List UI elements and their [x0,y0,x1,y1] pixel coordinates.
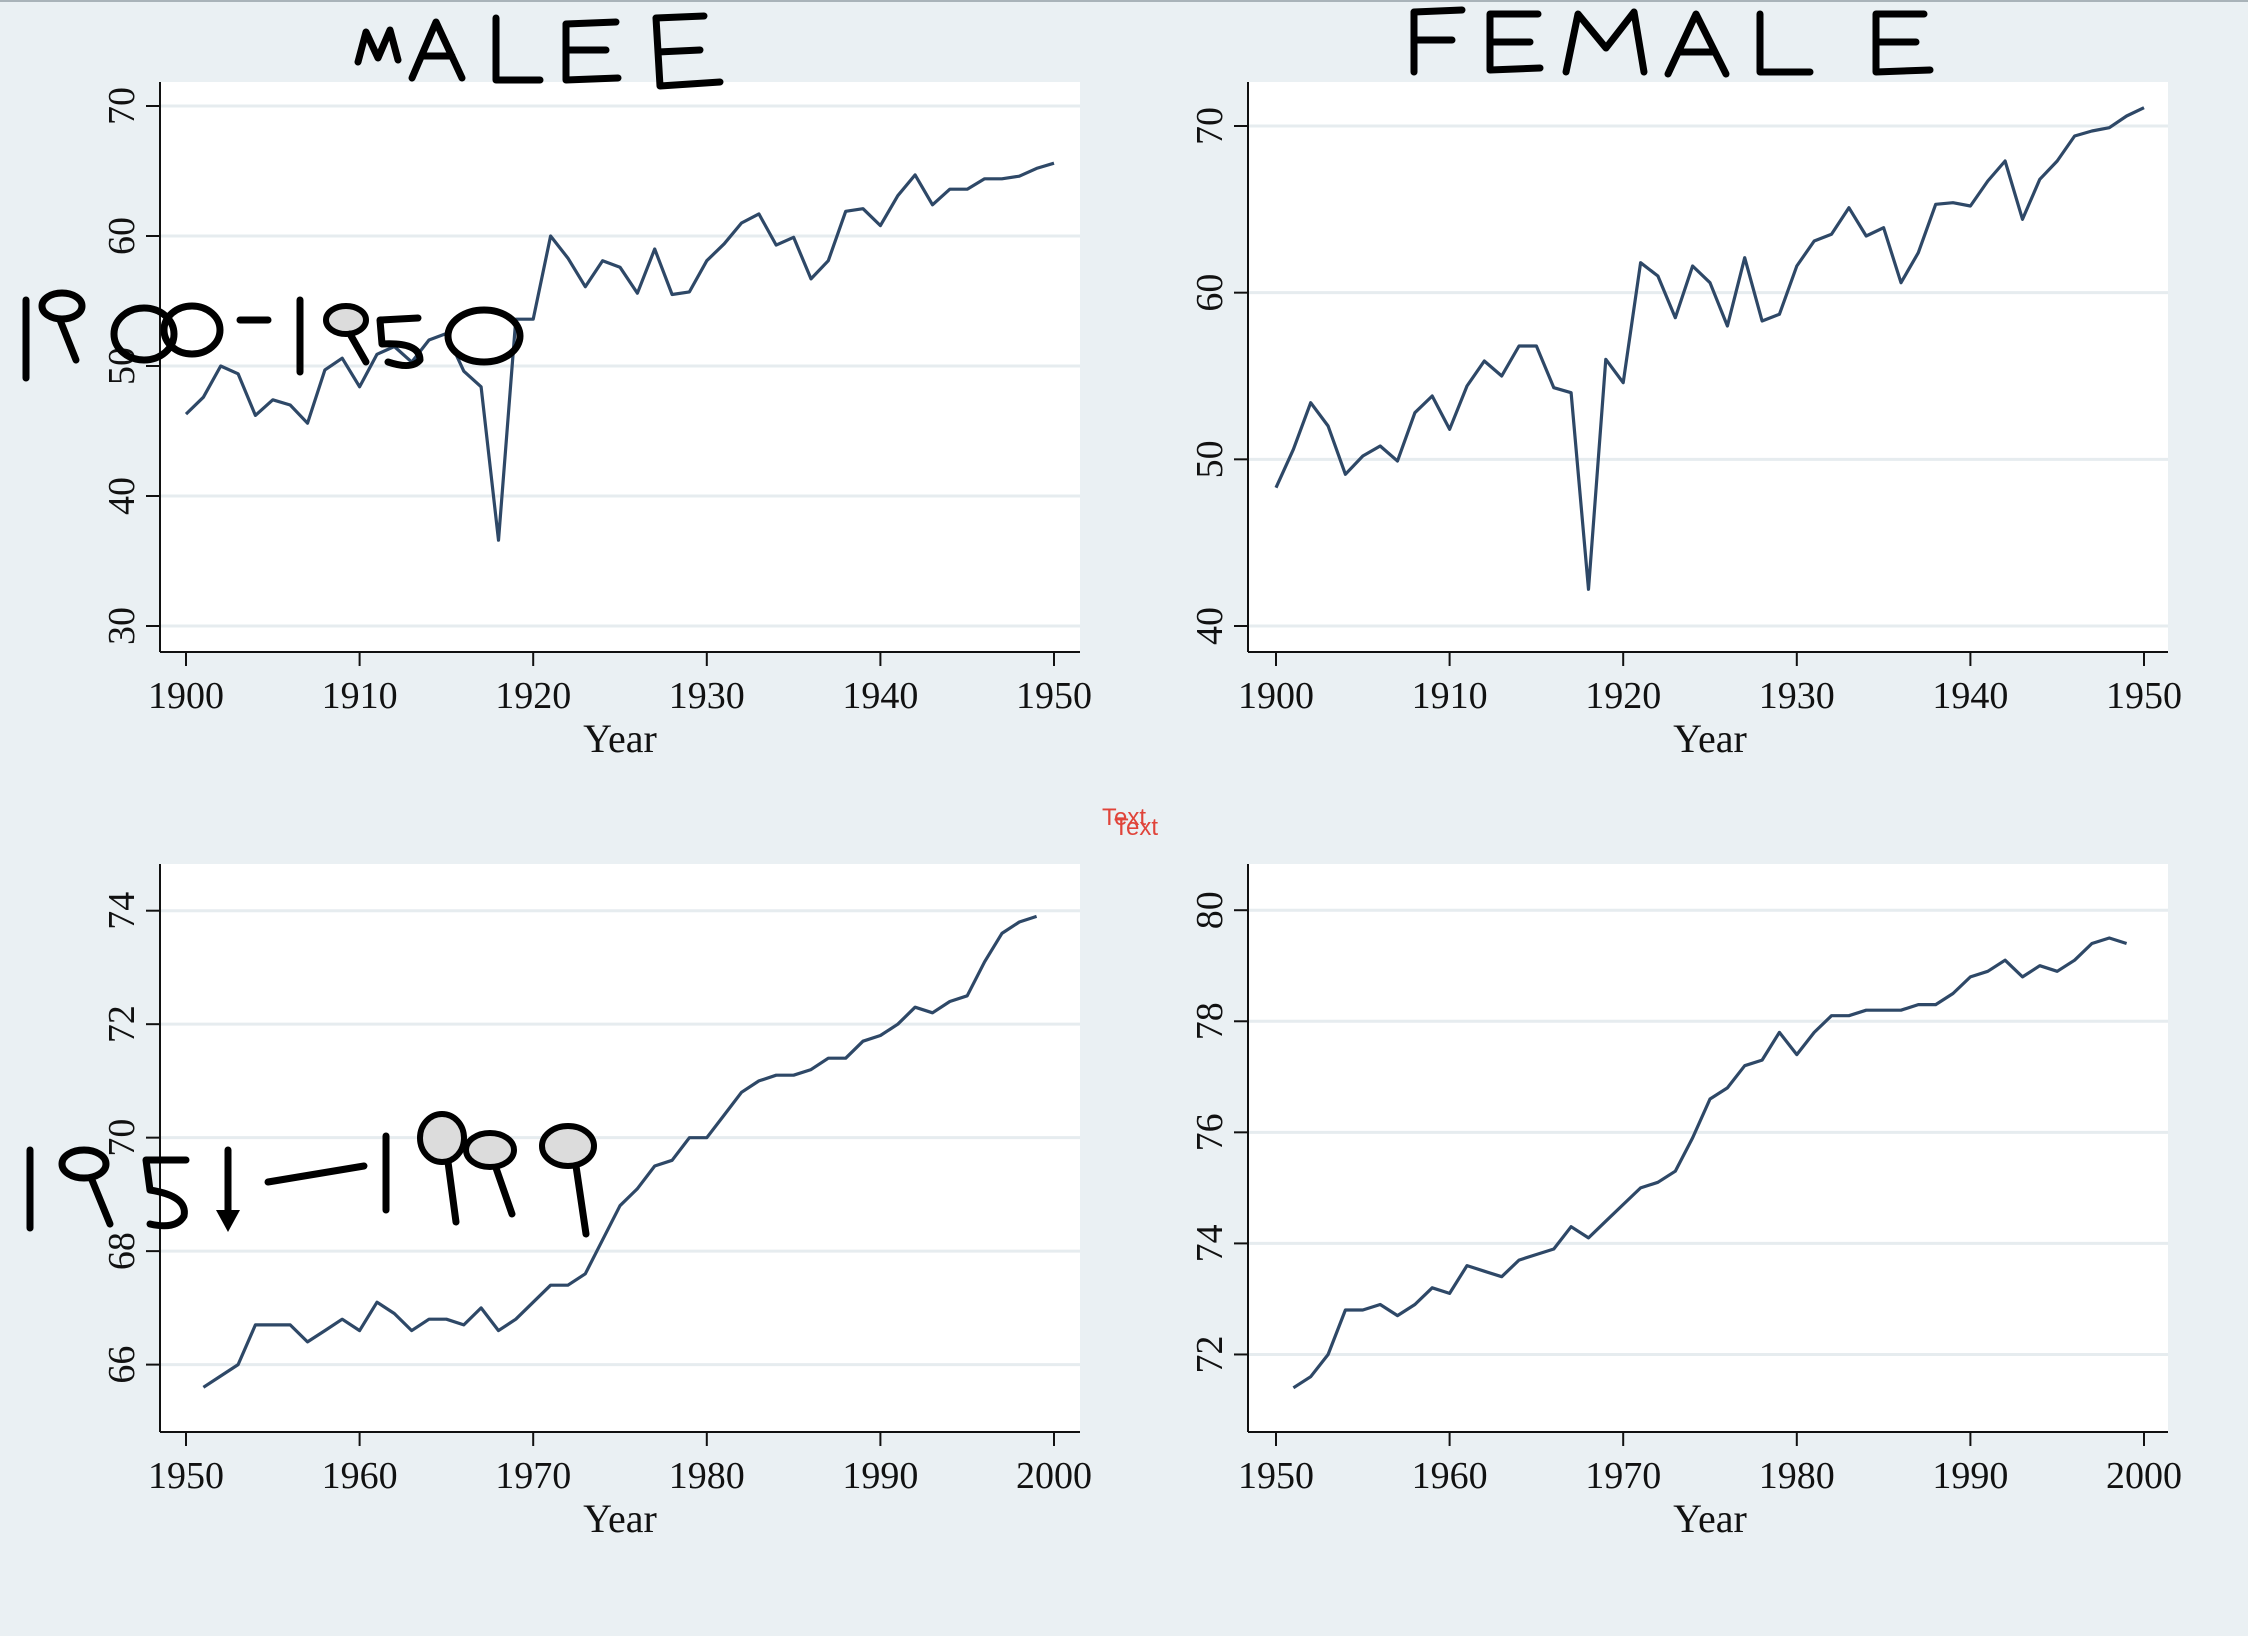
x-tick-label: 1970 [1585,1455,1661,1497]
handwritten-title-male [354,12,724,90]
y-tick-label: 80 [1189,891,1231,929]
x-tick-label: 1950 [148,1455,224,1497]
y-tick-label: 50 [1189,440,1231,478]
x-axis-title: Year [1673,1496,1747,1541]
y-tick-label: 74 [101,892,143,930]
y-tick-label: 60 [101,217,143,255]
x-tick-label: 1990 [842,1455,918,1497]
x-tick-label: 1900 [1238,675,1314,717]
y-tick-label: 68 [101,1232,143,1270]
handwritten-title-female [1410,6,1934,78]
x-tick-label: 1940 [1932,675,2008,717]
x-tick-label: 1950 [2106,675,2182,717]
x-tick-label: 1980 [669,1455,745,1497]
x-tick-label: 1930 [669,675,745,717]
y-tick-label: 66 [101,1346,143,1384]
y-tick-label: 70 [101,87,143,125]
x-tick-label: 1910 [322,675,398,717]
x-tick-label: 1960 [1412,1455,1488,1497]
y-tick-label: 40 [1189,607,1231,645]
plot-area [1248,82,2168,652]
y-tick-label: 70 [101,1119,143,1157]
handwritten-annotation-1951-1999 [26,1111,597,1238]
x-axis-title: Year [583,716,657,761]
x-tick-label: 1930 [1759,675,1835,717]
x-tick-label: 1980 [1759,1455,1835,1497]
x-tick-label: 1910 [1412,675,1488,717]
x-axis-title: Year [1673,716,1747,761]
x-tick-label: 1920 [1585,675,1661,717]
x-tick-label: 1920 [495,675,571,717]
chart-panel-top-right: 40 50 60 70 1900 1910 1920 1930 1940 1950 Year [1189,82,2182,761]
y-tick-label: 70 [1189,107,1231,145]
y-tick-label: 30 [101,607,143,645]
series-line [1292,936,2128,1390]
x-axis-title: Year [583,1496,657,1541]
y-tick-label: 78 [1189,1002,1231,1040]
series-line [202,914,1038,1389]
x-tick-label: 2000 [2106,1455,2182,1497]
y-tick-label: 72 [1189,1335,1231,1373]
window-top-border [0,0,2248,2]
y-tick-label: 76 [1189,1113,1231,1151]
chart-panel-bottom-left: 66 68 70 72 74 1950 1960 1970 1980 1990 2000 Year [101,864,1092,1541]
series-line [1274,106,2145,591]
x-tick-label: 1950 [1016,675,1092,717]
x-tick-label: 1940 [842,675,918,717]
plot-area [160,864,1080,1432]
x-tick-label: 1900 [148,675,224,717]
handwritten-annotation-1900-1950 [22,289,524,382]
y-tick-label: 60 [1189,274,1231,312]
series-line [184,161,1055,542]
x-tick-label: 2000 [1016,1455,1092,1497]
x-tick-label: 1960 [322,1455,398,1497]
x-tick-label: 1970 [495,1455,571,1497]
stamp-text-2: Text [1114,814,1159,841]
plot-area [1248,864,2168,1432]
y-tick-label: 72 [101,1005,143,1043]
stamp-text-1: Text [1102,804,1147,831]
y-tick-label: 40 [101,477,143,515]
x-tick-label: 1950 [1238,1455,1314,1497]
chart-panel-bottom-right: 72 74 76 78 80 1950 1960 1970 1980 1990 2000 Year [1189,864,2182,1541]
y-tick-label: 74 [1189,1224,1231,1262]
x-tick-label: 1990 [1932,1455,2008,1497]
